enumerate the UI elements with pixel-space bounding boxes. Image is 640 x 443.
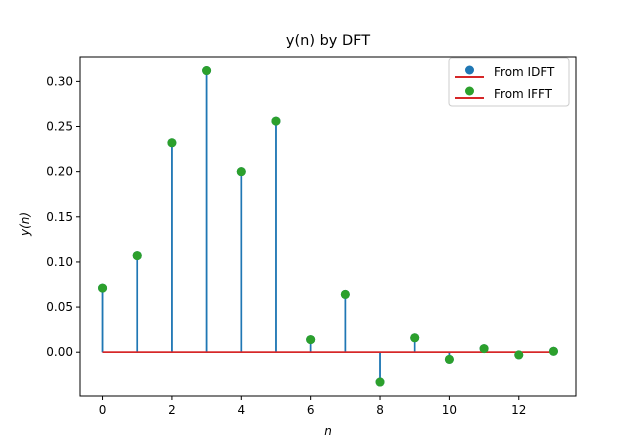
data-point	[479, 344, 489, 354]
plot-area	[98, 66, 558, 387]
x-tick-label: 4	[237, 403, 245, 417]
y-tick-label: 0.15	[46, 210, 73, 224]
y-tick-label: 0.05	[46, 300, 73, 314]
chart-title: y(n) by DFT	[286, 33, 370, 49]
data-point	[375, 377, 385, 387]
x-tick-label: 10	[442, 403, 457, 417]
y-tick-label: 0.25	[46, 120, 73, 134]
x-axis-label: n	[324, 424, 332, 438]
axes-frame	[79, 56, 577, 397]
y-tick-label: 0.00	[46, 345, 73, 359]
y-tick-label: 0.30	[46, 74, 73, 88]
legend: From IDFT From IFFT	[448, 57, 570, 107]
data-point	[410, 333, 420, 343]
x-tick-label: 8	[376, 403, 384, 417]
legend-label: From IFFT	[494, 87, 553, 101]
data-point	[98, 283, 108, 293]
data-point	[167, 138, 177, 148]
x-tick-label: 2	[168, 403, 176, 417]
y-tick-label: 0.10	[46, 255, 73, 269]
legend-box	[448, 57, 570, 107]
y-tick-label: 0.20	[46, 165, 73, 179]
data-point	[306, 335, 316, 345]
legend-marker	[465, 65, 474, 75]
x-tick-label: 0	[99, 403, 107, 417]
data-point	[514, 350, 524, 360]
data-point	[271, 116, 281, 126]
y-axis-label: y(n)	[18, 212, 32, 237]
data-point	[548, 346, 558, 356]
data-point	[444, 354, 454, 364]
x-tick-label: 12	[511, 403, 526, 417]
series-1	[98, 66, 558, 387]
data-point	[236, 167, 246, 177]
data-point	[340, 289, 350, 299]
axes: 0 2 4 6 8 10 12 0.00 0.05 0.10 0.15 0.20 0.25 0.30	[46, 56, 577, 417]
legend-entry-ifft: From IFFT	[455, 86, 553, 101]
x-tick-label: 6	[307, 403, 315, 417]
data-point	[132, 251, 142, 261]
legend-entry-idft: From IDFT	[455, 65, 555, 79]
legend-label: From IDFT	[494, 65, 555, 79]
legend-marker	[465, 86, 474, 96]
data-point	[202, 66, 212, 76]
